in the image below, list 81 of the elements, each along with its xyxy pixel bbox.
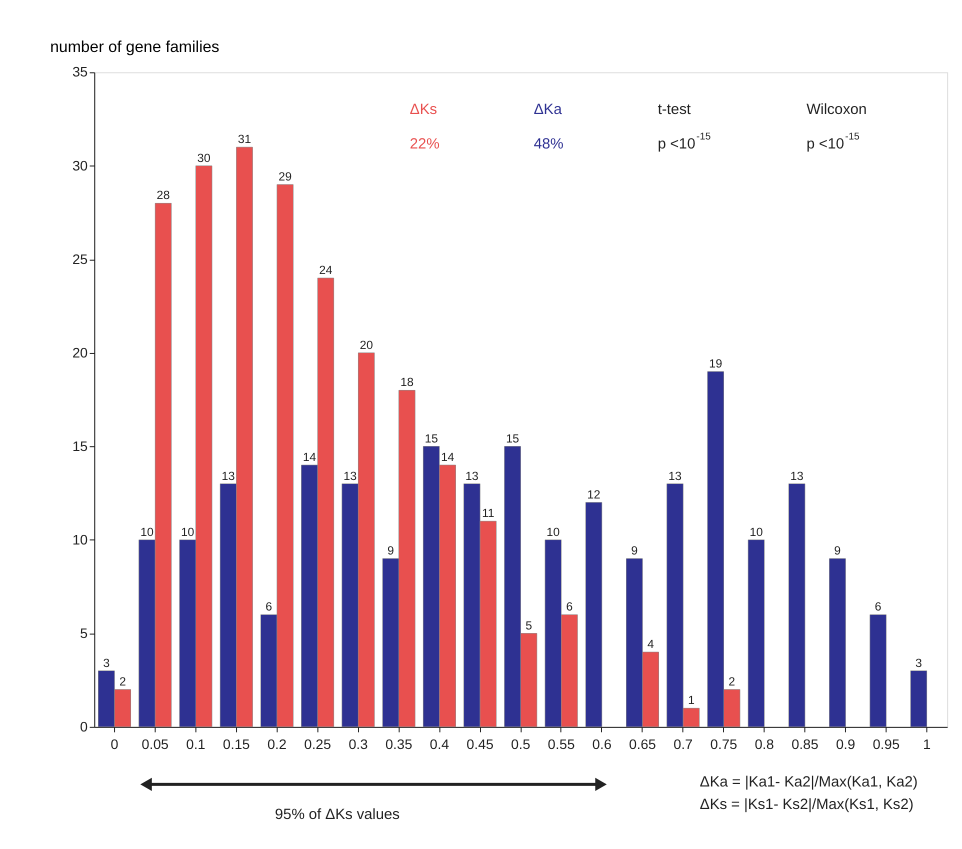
data-label: 10 xyxy=(140,524,154,539)
x-tick-label: 0.55 xyxy=(548,736,576,752)
data-label: 13 xyxy=(343,468,358,483)
x-tick-label: 0.85 xyxy=(791,736,819,752)
data-label: 3 xyxy=(915,656,922,670)
data-label: 4 xyxy=(647,637,654,652)
x-tick-label: 0.7 xyxy=(673,736,694,752)
data-label: 5 xyxy=(525,618,532,632)
bar xyxy=(910,670,928,728)
x-tick-label: 0.4 xyxy=(430,736,450,752)
y-tick-label: 35 xyxy=(72,64,88,80)
annotation: 48% xyxy=(534,136,564,153)
data-label: 14 xyxy=(440,450,455,464)
data-label: 6 xyxy=(266,600,273,614)
y-tick-label: 15 xyxy=(72,438,88,454)
y-tick-label: 30 xyxy=(72,157,88,174)
data-label: 10 xyxy=(546,524,560,539)
data-label: 13 xyxy=(668,468,682,483)
x-tick-label: 0.35 xyxy=(385,736,413,752)
data-label: 6 xyxy=(566,600,574,614)
data-label: 6 xyxy=(874,600,882,614)
annotation: 22% xyxy=(410,136,440,153)
data-label: 13 xyxy=(465,468,479,483)
y-tick-label: 5 xyxy=(80,624,88,641)
x-tick-label: 0.2 xyxy=(267,736,287,752)
y-tick-label: 0 xyxy=(80,718,88,734)
data-label: 11 xyxy=(482,506,495,520)
x-tick-label: 0.15 xyxy=(222,736,250,752)
bar xyxy=(870,614,886,728)
y-tick-label: 20 xyxy=(72,344,88,360)
bar xyxy=(829,558,846,728)
data-label: 13 xyxy=(222,468,236,483)
data-label: 10 xyxy=(750,524,764,539)
annotation: t-test xyxy=(658,102,692,118)
data-label: 2 xyxy=(728,674,736,688)
text: ΔKa = |Ka1- Ka2|/Max(Ka1, Ka2) xyxy=(700,774,918,790)
data-label: 13 xyxy=(790,468,804,483)
text: ΔKs = |Ks1- Ks2|/Max(Ks1, Ks2) xyxy=(700,797,914,814)
data-label: 15 xyxy=(506,431,520,446)
data-label: 30 xyxy=(197,150,211,165)
x-tick-label: 0.8 xyxy=(754,736,774,752)
data-label: 9 xyxy=(387,544,394,558)
data-label: 9 xyxy=(834,544,842,558)
text: ΔKs xyxy=(410,102,438,118)
x-tick-label: 0.1 xyxy=(186,736,206,752)
data-label: 29 xyxy=(278,170,292,184)
data-label: 3 xyxy=(103,656,110,670)
x-tick-label: 0.65 xyxy=(629,736,656,752)
x-tick-label: 0.5 xyxy=(511,736,531,752)
data-label: 18 xyxy=(400,375,414,390)
bar xyxy=(585,502,602,728)
data-label: 31 xyxy=(238,132,252,146)
data-label: 15 xyxy=(424,431,438,446)
x-tick-label: 0.75 xyxy=(710,736,738,752)
bar xyxy=(748,540,765,728)
bar xyxy=(788,483,806,728)
y-tick-label: 10 xyxy=(72,531,88,548)
data-label: 1 xyxy=(688,693,695,708)
y-axis-title: number of gene families xyxy=(50,38,220,56)
x-tick-label: 0 xyxy=(110,736,119,752)
y-tick-label: 25 xyxy=(72,250,88,267)
x-tick-label: 0.25 xyxy=(304,736,332,752)
data-label: 12 xyxy=(587,487,601,502)
data-label: 14 xyxy=(302,450,316,464)
text: 95% of ΔKs values xyxy=(274,807,400,824)
annotation: Wilcoxon xyxy=(806,102,867,118)
text: ΔKa xyxy=(534,102,563,118)
data-label: 10 xyxy=(181,524,195,539)
data-label: 9 xyxy=(631,544,638,558)
data-label: 20 xyxy=(360,338,374,352)
x-tick-label: 0.45 xyxy=(466,736,494,752)
x-tick-label: 1 xyxy=(922,736,931,752)
data-label: 24 xyxy=(319,263,333,278)
x-tick-label: 0.05 xyxy=(142,736,169,752)
data-label: 19 xyxy=(709,356,723,371)
x-tick-label: 0.9 xyxy=(836,736,856,752)
x-tick-label: 0.6 xyxy=(592,736,612,752)
x-tick-label: 0.3 xyxy=(348,736,368,752)
data-label: 28 xyxy=(156,188,170,202)
x-tick-label: 0.95 xyxy=(872,736,900,752)
data-label: 2 xyxy=(119,674,126,688)
